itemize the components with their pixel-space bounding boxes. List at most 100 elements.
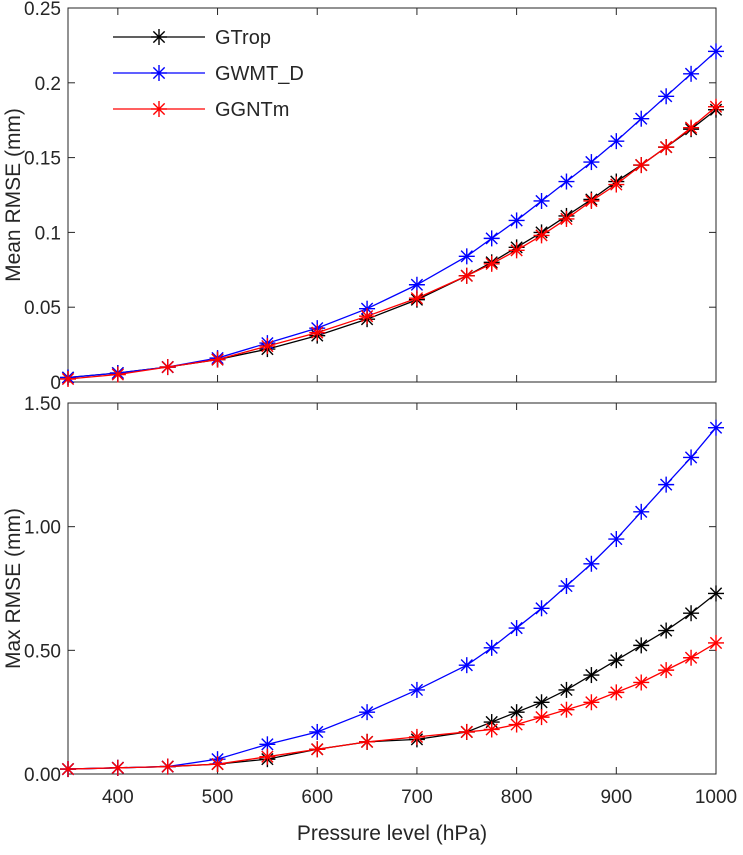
panel-1-data-point-gwmt-d [583, 154, 600, 171]
panel-2-data-point-ggntm [708, 634, 724, 651]
panel-1-data-point-ggntm [708, 98, 724, 115]
panel-1-axes-box [67, 7, 717, 383]
panel-1-data-point-ggntm [608, 176, 625, 193]
panel-1-data-point-gwmt-d [483, 230, 500, 247]
panel-2-data-point-ggntm [558, 701, 575, 718]
panel-2-data-point-ggntm [309, 741, 326, 758]
panel-2-data-point-gtrop [608, 652, 625, 669]
panel-2-data-point-gwmt-d [708, 419, 724, 436]
x-tick-label: 700 [401, 787, 433, 808]
panel-2-data-point-ggntm [483, 721, 500, 738]
panel-1-data-point-ggntm [583, 192, 600, 209]
panel-1-data-point-ggntm [533, 227, 550, 244]
panel-2-data-point-gtrop [558, 681, 575, 698]
legend-label-ggntm: GGNTm [215, 99, 289, 121]
panel-1-data-point-ggntm [508, 242, 525, 259]
panel-1-y-tick-label: 0.05 [24, 298, 61, 319]
x-tick-label: 500 [202, 787, 234, 808]
panel-1-data-point-ggntm [458, 267, 475, 284]
panel-2-data-point-gwmt-d [633, 503, 650, 520]
panel-1-data-point-gwmt-d [608, 133, 625, 150]
x-tick-label: 900 [600, 787, 632, 808]
panel-2-y-tick-label: 1.00 [24, 518, 61, 539]
panel-2-y-axis-label: Max RMSE (mm) [2, 508, 25, 669]
panel-2-data-point-ggntm [109, 759, 126, 776]
panel-1-data-point-gwmt-d [533, 192, 550, 209]
panel-2-data-point-ggntm [209, 756, 226, 773]
panel-2-data-point-ggntm [533, 709, 550, 726]
panel-2-data-point-gwmt-d [658, 476, 675, 493]
x-tick-label: 600 [301, 787, 333, 808]
panel-2-y-tick-label: 0.00 [24, 765, 61, 786]
panel-1-data-point-ggntm [259, 338, 276, 355]
panel-1-y-tick-label: 0.25 [24, 0, 61, 20]
panel-1-y-tick-label: 0.15 [24, 149, 61, 170]
panel-1-data-point-ggntm [483, 255, 500, 272]
panel-1-data-point-ggntm [658, 139, 675, 156]
panel-1-data-point-ggntm [109, 366, 126, 383]
panel-1-data-point-ggntm [159, 359, 176, 376]
panel-1-data-point-ggntm [633, 157, 650, 174]
panel-1-data-point-ggntm [408, 290, 425, 307]
panel-2-data-point-gwmt-d [583, 555, 600, 572]
panel-2-data-point-ggntm [408, 728, 425, 745]
panel-1-data-point-gwmt-d [658, 88, 675, 105]
panel-2-data-point-gtrop [633, 637, 650, 654]
panel-1-y-tick-label: 0 [50, 373, 61, 394]
panel-1-data-point-ggntm [359, 308, 376, 325]
x-axis-label: Pressure level (hPa) [297, 822, 487, 845]
panel-1-data-point-gwmt-d [558, 173, 575, 190]
legend-label-gtrop: GTrop [215, 27, 271, 49]
x-tick-label: 800 [501, 787, 533, 808]
panel-2-data-point-gwmt-d [558, 578, 575, 595]
panel-1-data-point-gwmt-d [458, 248, 475, 265]
x-tick-label: 400 [102, 787, 134, 808]
panel-1-data-point-gwmt-d [683, 65, 700, 82]
panel-2-data-point-ggntm [658, 662, 675, 679]
panel-2-y-tick-label: 0.50 [24, 641, 61, 662]
panel-2-data-point-gtrop [658, 622, 675, 639]
panel-2-y-tick-label: 1.50 [24, 394, 61, 415]
panel-1-data-point-ggntm [60, 371, 76, 388]
panel-2-data-point-ggntm [683, 649, 700, 666]
panel-1-data-point-gwmt-d [408, 276, 425, 293]
panel-1-y-tick-label: 0.2 [35, 74, 61, 95]
panel-1-data-point-ggntm [209, 351, 226, 368]
panel-1-data-point-gwmt-d [633, 110, 650, 127]
panel-2-data-point-gwmt-d [483, 639, 500, 656]
panel-2-data-point-gtrop [708, 585, 724, 602]
panel-2-data-point-ggntm [60, 761, 76, 778]
panel-1-y-tick-label: 0.1 [35, 223, 61, 244]
panel-2-data-point-gwmt-d [608, 531, 625, 548]
legend-label-gwmt-d: GWMT_D [215, 63, 304, 85]
panel-2-data-point-gwmt-d [408, 681, 425, 698]
legend-marker-gtrop [151, 29, 167, 45]
panel-2-data-point-ggntm [159, 758, 176, 775]
panel-2-data-point-gwmt-d [259, 736, 276, 753]
panel-2-data-point-gwmt-d [508, 620, 525, 637]
panel-2-data-point-gwmt-d [458, 657, 475, 674]
x-tick-label: 1000 [695, 787, 737, 808]
panel-2-data-point-gwmt-d [533, 600, 550, 617]
panel-1-data-point-gwmt-d [508, 212, 525, 229]
panel-2-data-point-gtrop [683, 605, 700, 622]
panel-2-data-point-ggntm [458, 723, 475, 740]
panel-2-data-point-ggntm [508, 716, 525, 733]
panel-2-data-point-ggntm [359, 733, 376, 750]
panel-2-data-point-ggntm [583, 694, 600, 711]
panel-2-axes-box [67, 402, 717, 775]
panel-2-data-point-gwmt-d [359, 704, 376, 721]
panel-2-data-point-gtrop [533, 694, 550, 711]
panel-2-data-point-ggntm [259, 748, 276, 765]
panel-2-data-point-gtrop [508, 704, 525, 721]
panel-1-y-axis-label: Mean RMSE (mm) [2, 108, 25, 282]
panel-1-data-point-ggntm [309, 324, 326, 341]
panel-2-data-point-gtrop [583, 667, 600, 684]
panel-1-data-point-gwmt-d [708, 43, 724, 60]
panel-2-data-point-gwmt-d [683, 449, 700, 466]
panel-2-data-point-ggntm [633, 674, 650, 691]
panel-2-data-point-gwmt-d [309, 723, 326, 740]
panel-2-data-point-ggntm [608, 684, 625, 701]
